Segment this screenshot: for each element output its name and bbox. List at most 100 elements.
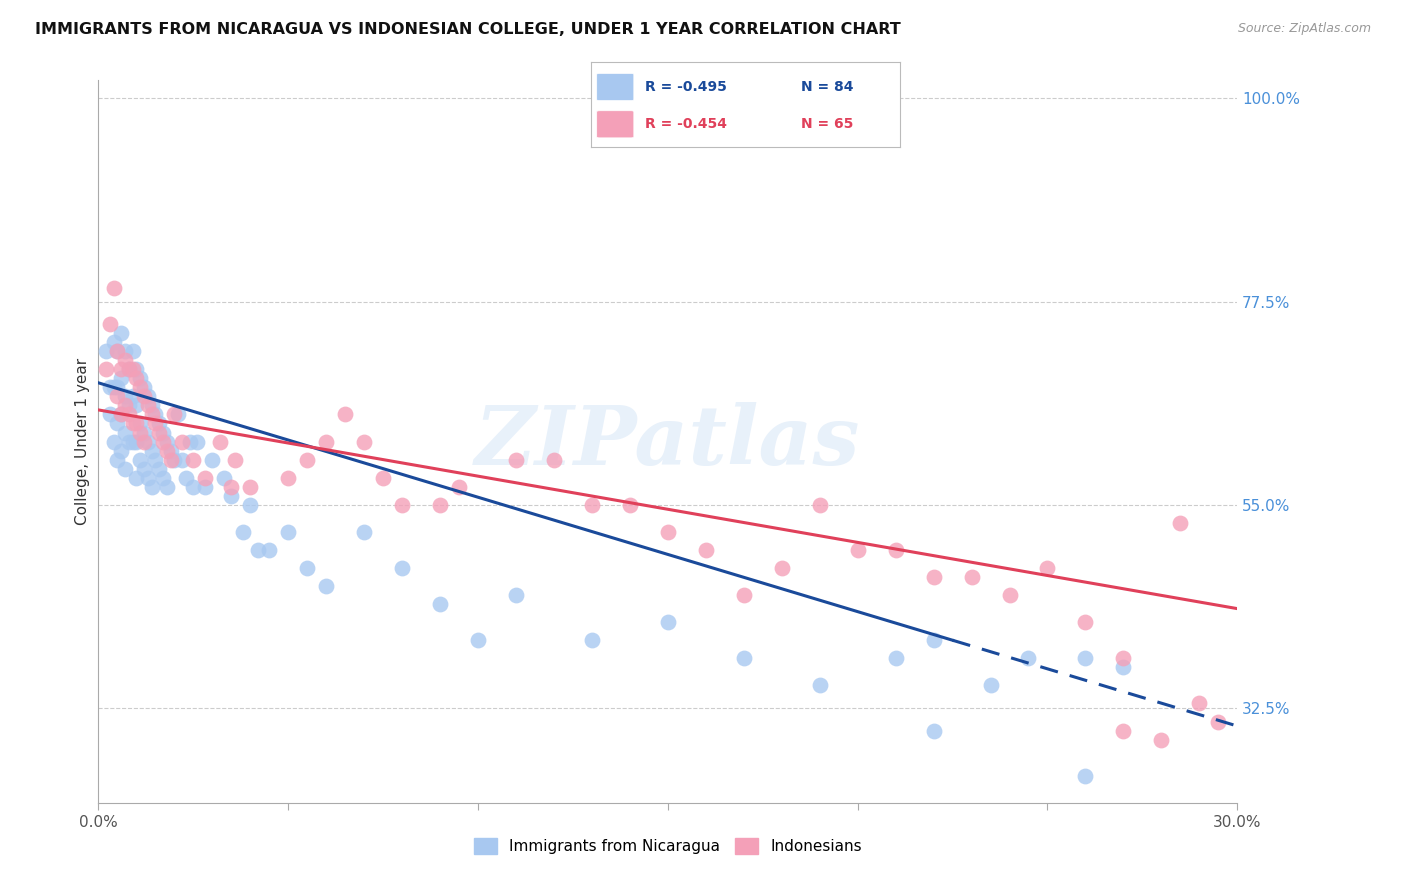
Point bbox=[118, 362, 141, 376]
Point bbox=[118, 408, 141, 422]
Point bbox=[156, 434, 179, 449]
Point bbox=[808, 498, 831, 512]
Point bbox=[125, 362, 148, 376]
Point bbox=[581, 498, 603, 512]
Point bbox=[259, 542, 281, 557]
Point bbox=[125, 371, 148, 385]
Point bbox=[114, 461, 136, 475]
Point bbox=[98, 380, 121, 394]
Point bbox=[960, 570, 983, 584]
Point bbox=[98, 408, 121, 422]
Point bbox=[979, 678, 1001, 692]
Point bbox=[429, 498, 451, 512]
Point bbox=[1112, 723, 1135, 738]
FancyBboxPatch shape bbox=[596, 73, 634, 101]
Point bbox=[232, 524, 254, 539]
Point bbox=[170, 452, 193, 467]
Text: R = -0.495: R = -0.495 bbox=[644, 80, 727, 94]
Point bbox=[141, 408, 163, 422]
Point bbox=[246, 542, 269, 557]
Point bbox=[114, 425, 136, 440]
Point bbox=[118, 362, 141, 376]
Point bbox=[136, 398, 159, 412]
Point bbox=[505, 452, 527, 467]
Point bbox=[733, 651, 755, 665]
Point bbox=[1074, 615, 1097, 630]
Point bbox=[221, 480, 243, 494]
Y-axis label: College, Under 1 year: College, Under 1 year bbox=[75, 358, 90, 525]
Point bbox=[221, 489, 243, 503]
Point bbox=[371, 471, 394, 485]
Point bbox=[107, 389, 129, 403]
Point bbox=[118, 434, 141, 449]
Point bbox=[186, 434, 208, 449]
Point bbox=[145, 452, 167, 467]
Point bbox=[315, 434, 337, 449]
Point bbox=[107, 344, 129, 359]
Point bbox=[129, 380, 152, 394]
Point bbox=[132, 461, 155, 475]
Point bbox=[145, 417, 167, 431]
Point bbox=[148, 417, 170, 431]
Point bbox=[808, 678, 831, 692]
Point bbox=[156, 443, 179, 458]
Point bbox=[148, 461, 170, 475]
Point bbox=[152, 425, 174, 440]
FancyBboxPatch shape bbox=[596, 111, 634, 138]
Point bbox=[1036, 561, 1059, 575]
Point bbox=[1208, 714, 1230, 729]
Point bbox=[107, 380, 129, 394]
Point bbox=[884, 542, 907, 557]
Point bbox=[1188, 697, 1211, 711]
Point bbox=[183, 480, 205, 494]
Point bbox=[152, 471, 174, 485]
Point bbox=[110, 371, 132, 385]
Point bbox=[118, 398, 141, 412]
Point bbox=[194, 480, 217, 494]
Legend: Immigrants from Nicaragua, Indonesians: Immigrants from Nicaragua, Indonesians bbox=[468, 832, 868, 860]
Point bbox=[103, 434, 125, 449]
Point bbox=[174, 471, 197, 485]
Point bbox=[121, 417, 143, 431]
Point bbox=[103, 335, 125, 350]
Text: Source: ZipAtlas.com: Source: ZipAtlas.com bbox=[1237, 22, 1371, 36]
Point bbox=[998, 588, 1021, 602]
Point bbox=[277, 471, 299, 485]
Point bbox=[657, 615, 679, 630]
Point bbox=[110, 326, 132, 341]
Text: IMMIGRANTS FROM NICARAGUA VS INDONESIAN COLLEGE, UNDER 1 YEAR CORRELATION CHART: IMMIGRANTS FROM NICARAGUA VS INDONESIAN … bbox=[35, 22, 901, 37]
Point bbox=[114, 344, 136, 359]
Point bbox=[353, 434, 375, 449]
Point bbox=[132, 380, 155, 394]
Point bbox=[98, 317, 121, 331]
Point bbox=[194, 471, 217, 485]
Point bbox=[107, 452, 129, 467]
Text: ZIPatlas: ZIPatlas bbox=[475, 401, 860, 482]
Point bbox=[770, 561, 793, 575]
Point bbox=[110, 408, 132, 422]
Point bbox=[657, 524, 679, 539]
Point bbox=[335, 408, 357, 422]
Point bbox=[114, 353, 136, 368]
Point bbox=[110, 362, 132, 376]
Point bbox=[884, 651, 907, 665]
Point bbox=[695, 542, 717, 557]
Point bbox=[107, 344, 129, 359]
Point bbox=[125, 434, 148, 449]
Point bbox=[224, 452, 246, 467]
Point bbox=[467, 633, 489, 648]
Point bbox=[141, 480, 163, 494]
Text: N = 84: N = 84 bbox=[801, 80, 853, 94]
Point bbox=[391, 498, 413, 512]
Point bbox=[159, 443, 181, 458]
Point bbox=[121, 362, 143, 376]
Text: R = -0.454: R = -0.454 bbox=[644, 118, 727, 131]
Point bbox=[132, 434, 155, 449]
Point bbox=[129, 417, 152, 431]
Point bbox=[141, 398, 163, 412]
Point bbox=[449, 480, 471, 494]
Point bbox=[846, 542, 869, 557]
Point bbox=[239, 498, 262, 512]
Point bbox=[136, 434, 159, 449]
Point bbox=[619, 498, 641, 512]
